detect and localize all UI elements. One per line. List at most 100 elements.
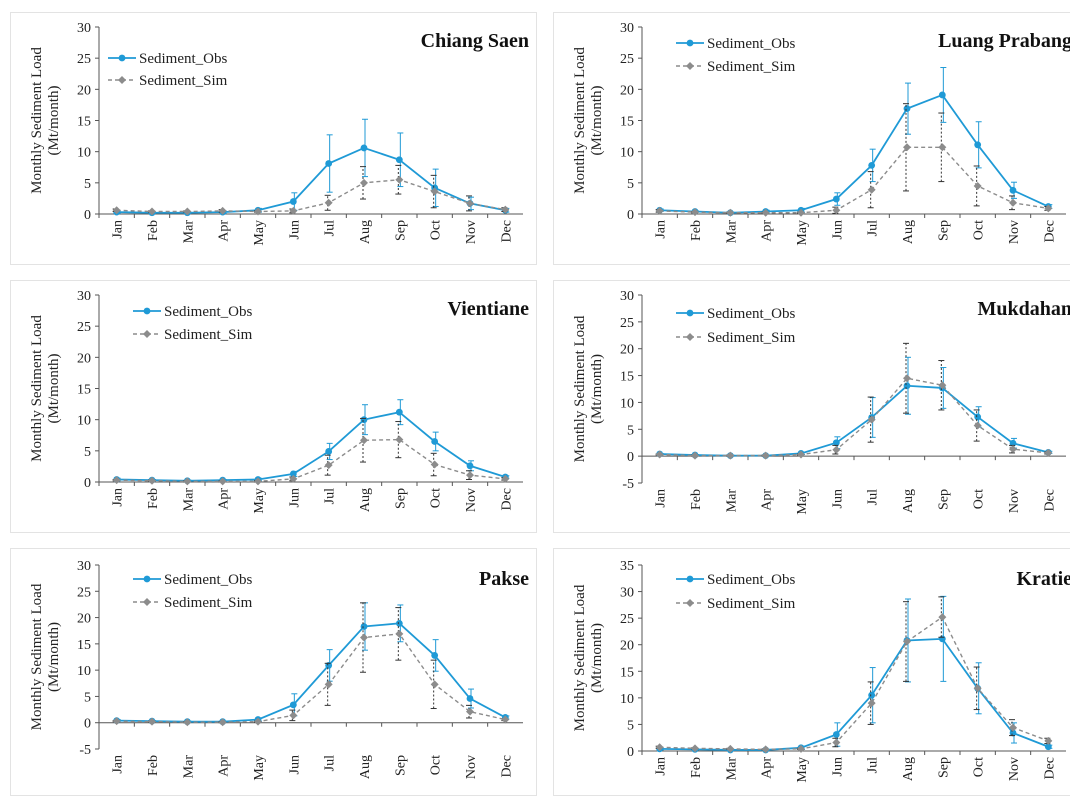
data-point-sim xyxy=(974,422,982,430)
x-tick-label: Jan xyxy=(111,488,126,507)
legend-marker-sim xyxy=(143,598,151,606)
legend-marker-sim xyxy=(143,330,151,338)
legend-marker-obs xyxy=(119,55,126,62)
y-tick-label: 30 xyxy=(620,586,634,601)
y-tick-label: 10 xyxy=(620,692,634,707)
x-tick-label: Nov xyxy=(1007,489,1022,513)
x-tick-label: Mar xyxy=(181,220,196,244)
data-point-sim xyxy=(113,717,121,725)
x-tick-label: Sep xyxy=(393,755,408,776)
data-point-obs xyxy=(939,92,946,99)
y-axis-label: (Mt/month) xyxy=(46,622,62,692)
x-tick-label: May xyxy=(795,220,810,246)
data-point-sim xyxy=(148,477,156,485)
y-tick-label: 20 xyxy=(620,83,634,98)
data-point-sim xyxy=(289,711,297,719)
legend-marker-obs xyxy=(687,40,694,47)
x-tick-label: Feb xyxy=(689,220,704,241)
y-tick-label: -5 xyxy=(622,477,634,492)
x-tick-label: Nov xyxy=(464,220,479,244)
data-point-sim xyxy=(183,477,191,485)
y-tick-label: 30 xyxy=(77,21,91,36)
y-tick-label: 15 xyxy=(620,370,634,385)
legend-label: Sediment_Sim xyxy=(707,59,796,75)
data-point-obs xyxy=(396,620,403,627)
y-tick-label: 10 xyxy=(77,414,91,429)
legend-label: Sediment_Sim xyxy=(139,73,228,89)
x-tick-label: Jun xyxy=(830,220,845,239)
data-point-obs xyxy=(1010,187,1017,194)
y-axis-label: (Mt/month) xyxy=(589,354,605,424)
series-line-sim xyxy=(660,378,1049,455)
y-tick-label: 0 xyxy=(84,208,91,223)
x-tick-label: Oct xyxy=(972,757,987,777)
y-tick-label: 25 xyxy=(77,320,91,335)
y-tick-label: 5 xyxy=(84,177,91,192)
data-point-sim xyxy=(726,209,734,217)
y-axis-label: (Mt/month) xyxy=(46,353,62,423)
x-tick-label: Mar xyxy=(724,489,739,513)
data-point-sim xyxy=(325,199,333,207)
x-tick-label: Jul xyxy=(323,755,338,771)
legend-label: Sediment_Obs xyxy=(707,306,795,322)
x-tick-label: Jul xyxy=(866,757,881,773)
x-tick-label: Dec xyxy=(1042,220,1057,243)
y-axis-label: (Mt/month) xyxy=(589,85,605,155)
x-tick-label: Sep xyxy=(936,489,951,510)
chart-title: Vientiane xyxy=(448,298,530,320)
x-tick-label: Apr xyxy=(217,220,232,242)
legend-label: Sediment_Obs xyxy=(164,304,252,320)
y-tick-label: 0 xyxy=(627,450,634,465)
series-line-sim xyxy=(117,180,506,212)
y-tick-label: 0 xyxy=(627,745,634,760)
y-tick-label: -5 xyxy=(79,743,91,758)
series-line-sim xyxy=(117,634,506,722)
data-point-sim xyxy=(938,613,946,621)
legend-label: Sediment_Sim xyxy=(707,596,796,612)
legend-label: Sediment_Obs xyxy=(707,572,795,588)
data-point-obs xyxy=(431,652,438,659)
x-tick-label: Dec xyxy=(1042,489,1057,512)
data-point-sim xyxy=(938,143,946,151)
x-tick-label: Feb xyxy=(146,220,161,241)
x-tick-label: Jan xyxy=(654,489,669,508)
y-tick-label: 15 xyxy=(77,638,91,653)
data-point-obs xyxy=(904,105,911,112)
y-tick-label: 15 xyxy=(77,115,91,130)
y-axis-label: Monthly Sediment Load xyxy=(572,47,588,194)
legend-label: Sediment_Sim xyxy=(164,595,253,611)
x-tick-label: Apr xyxy=(760,489,775,511)
x-tick-label: Nov xyxy=(464,488,479,512)
x-tick-label: Apr xyxy=(760,757,775,779)
data-point-obs xyxy=(974,141,981,148)
x-tick-label: Jun xyxy=(830,757,845,776)
y-tick-label: 25 xyxy=(620,612,634,627)
data-point-sim xyxy=(466,471,474,479)
series-line-obs xyxy=(660,639,1049,750)
data-point-sim xyxy=(148,718,156,726)
y-tick-label: 0 xyxy=(84,476,91,491)
data-point-sim xyxy=(183,718,191,726)
y-axis-label: Monthly Sediment Load xyxy=(29,583,45,730)
y-tick-label: 30 xyxy=(620,289,634,304)
legend-label: Sediment_Sim xyxy=(707,330,796,346)
data-point-sim xyxy=(1009,445,1017,453)
series-line-obs xyxy=(660,95,1049,213)
data-point-sim xyxy=(832,446,840,454)
y-axis-label: Monthly Sediment Load xyxy=(572,315,588,462)
x-tick-label: Feb xyxy=(689,757,704,778)
data-point-sim xyxy=(762,745,770,753)
x-tick-label: Sep xyxy=(936,220,951,241)
x-tick-label: Nov xyxy=(1007,757,1022,781)
x-tick-label: Aug xyxy=(358,220,373,244)
data-point-obs xyxy=(325,160,332,167)
x-tick-label: Aug xyxy=(901,489,916,513)
y-tick-label: 30 xyxy=(77,289,91,304)
y-tick-label: 10 xyxy=(77,664,91,679)
y-tick-label: 15 xyxy=(620,665,634,680)
x-tick-label: Jul xyxy=(323,488,338,504)
x-tick-label: Feb xyxy=(689,489,704,510)
